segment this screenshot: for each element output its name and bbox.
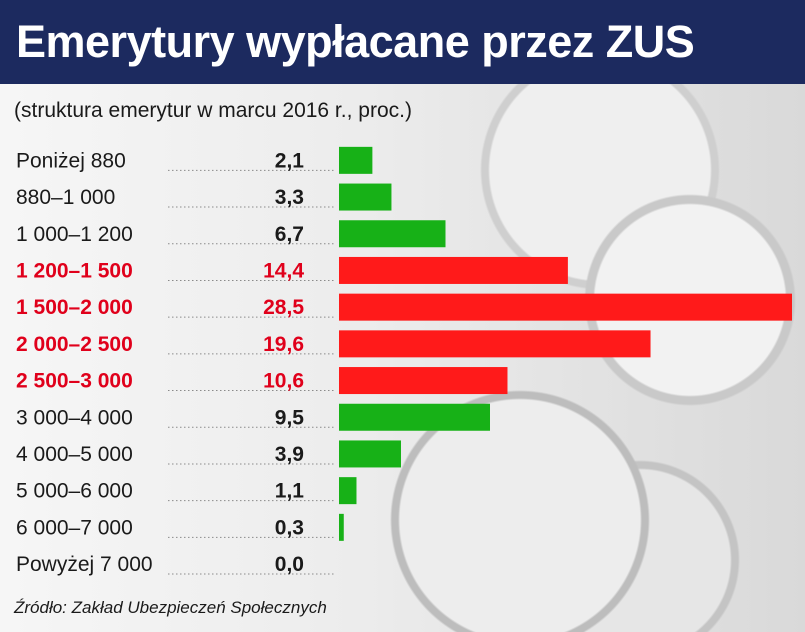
bar [339, 293, 792, 321]
bar [339, 513, 344, 541]
value-label: 10,6 [263, 370, 304, 393]
bar-row: 4 000–5 000 3,9 [16, 440, 401, 468]
chart-subtitle: (struktura emerytur w marcu 2016 r., pro… [14, 99, 412, 122]
bar-row: 880–1 000 3,3 [16, 183, 392, 211]
category-label: 1 500–2 000 [16, 296, 133, 319]
bar [339, 146, 373, 174]
bar [339, 220, 446, 248]
value-label: 3,3 [275, 186, 304, 209]
category-label: 5 000–6 000 [16, 480, 133, 503]
bar-row: 1 200–1 500 14,4 [16, 256, 568, 284]
value-label: 9,5 [275, 406, 305, 429]
value-label: 28,5 [263, 296, 304, 319]
category-label: 2 000–2 500 [16, 333, 133, 356]
category-label: 6 000–7 000 [16, 516, 133, 539]
category-label: 880–1 000 [16, 186, 115, 209]
value-label: 6,7 [275, 223, 304, 246]
value-label: 3,9 [275, 443, 304, 466]
bar [339, 440, 401, 468]
category-label: Poniżej 880 [16, 149, 126, 172]
bar [339, 477, 357, 505]
value-label: 14,4 [263, 259, 304, 282]
category-label: 4 000–5 000 [16, 443, 133, 466]
bar-row: Poniżej 880 2,1 [16, 146, 373, 174]
bar-row: 3 000–4 000 9,5 [16, 403, 490, 431]
bar-row: 5 000–6 000 1,1 [16, 477, 357, 505]
chart-title: Emerytury wypłacane przez ZUS [16, 16, 695, 67]
bar-row: 1 000–1 200 6,7 [16, 220, 446, 248]
bar-row: 6 000–7 000 0,3 [16, 513, 344, 541]
value-label: 19,6 [263, 333, 304, 356]
bar-row: Powyżej 7 000 0,0 [16, 553, 336, 576]
bar [339, 183, 392, 211]
source-note: Źródło: Zakład Ubezpieczeń Społecznych [14, 598, 327, 617]
bar-row: 1 500–2 000 28,5 [16, 293, 792, 321]
category-label: 2 500–3 000 [16, 370, 133, 393]
category-label: 1 200–1 500 [16, 259, 133, 282]
bar-row: 2 500–3 000 10,6 [16, 367, 508, 395]
bar-row: 2 000–2 500 19,6 [16, 330, 651, 358]
bar [339, 367, 508, 395]
value-label: 0,0 [275, 553, 304, 576]
category-label: Powyżej 7 000 [16, 553, 153, 576]
bar [339, 330, 651, 358]
bar [339, 256, 568, 284]
value-label: 1,1 [275, 480, 305, 503]
category-label: 1 000–1 200 [16, 223, 133, 246]
bar [339, 403, 490, 431]
value-label: 2,1 [275, 149, 305, 172]
value-label: 0,3 [275, 516, 304, 539]
title-bar: Emerytury wypłacane przez ZUS [0, 0, 805, 84]
category-label: 3 000–4 000 [16, 406, 133, 429]
